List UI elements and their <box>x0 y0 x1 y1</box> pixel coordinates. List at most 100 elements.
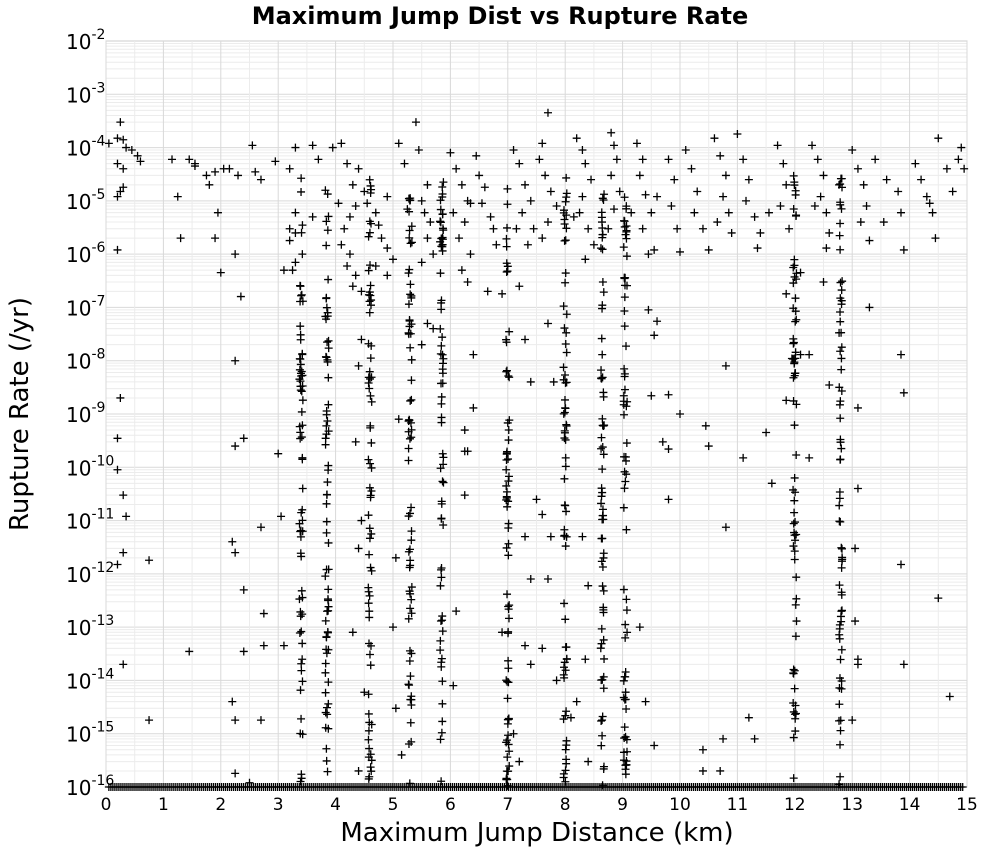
column-point <box>791 536 800 545</box>
column-point <box>597 366 606 375</box>
data-point <box>676 410 684 418</box>
data-point <box>541 171 550 180</box>
column-point <box>436 636 445 645</box>
column-point <box>503 677 512 686</box>
x-tick-label: 0 <box>101 795 112 815</box>
column-point <box>622 204 631 213</box>
column-point <box>562 507 571 516</box>
column-point <box>407 503 416 512</box>
column-point <box>437 242 446 251</box>
data-point <box>452 164 461 173</box>
column-point <box>835 231 844 240</box>
column-point <box>837 444 846 453</box>
column-point <box>366 421 375 430</box>
column-point <box>323 710 332 719</box>
data-point <box>925 199 934 208</box>
data-point <box>911 159 920 168</box>
column-point <box>324 606 333 615</box>
column-point <box>366 459 375 468</box>
column-point <box>791 714 800 723</box>
column-point <box>437 564 446 573</box>
column-point <box>503 502 512 511</box>
column-point <box>622 470 631 479</box>
data-point <box>357 287 366 296</box>
data-point <box>948 187 957 196</box>
data-point <box>543 108 552 117</box>
column-point <box>323 478 332 487</box>
column-point <box>791 369 800 378</box>
x-tick-label: 1 <box>158 795 169 815</box>
data-point <box>113 134 122 143</box>
column-point <box>835 383 844 392</box>
data-point <box>457 266 466 275</box>
column-point <box>504 551 513 560</box>
data-point <box>587 175 596 184</box>
data-point <box>742 196 751 205</box>
column-point <box>789 774 798 783</box>
data-point <box>256 175 265 184</box>
column-point <box>438 616 447 625</box>
data-point <box>538 139 547 148</box>
column-point <box>599 684 608 693</box>
data-point <box>291 258 300 267</box>
column-point <box>619 410 628 419</box>
data-point <box>466 199 475 208</box>
column-point <box>561 435 570 444</box>
column-point <box>792 400 801 409</box>
column-point <box>324 565 333 574</box>
data-point <box>291 208 300 217</box>
column-point <box>367 438 376 447</box>
data-point <box>116 187 125 196</box>
data-point <box>664 155 673 164</box>
data-point <box>767 479 776 488</box>
data-point <box>667 202 676 211</box>
y-tick-label: 10-9 <box>66 400 105 427</box>
data-point <box>612 155 621 164</box>
column-point <box>620 723 629 732</box>
data-point <box>808 141 817 150</box>
column-point <box>791 701 800 710</box>
column-point <box>597 433 606 442</box>
data-point <box>274 449 283 458</box>
data-point <box>673 224 682 233</box>
column-point <box>438 224 447 233</box>
column-point <box>835 700 844 709</box>
y-tick-label: 10-7 <box>66 293 105 320</box>
column-point <box>364 709 373 718</box>
column-point <box>504 605 513 614</box>
column-point <box>837 588 846 597</box>
column-point <box>296 777 305 786</box>
data-point <box>739 155 748 164</box>
column-point <box>404 614 413 623</box>
column-point <box>622 595 631 604</box>
data-point <box>271 157 280 166</box>
data-point <box>113 465 122 474</box>
data-point <box>145 716 154 725</box>
data-point <box>773 141 782 150</box>
data-point <box>776 202 785 211</box>
column-point <box>364 690 373 699</box>
column-point <box>295 628 304 637</box>
data-point <box>256 523 265 532</box>
column-point <box>836 245 845 254</box>
column-point <box>438 233 447 242</box>
data-point <box>334 199 343 208</box>
column-point <box>790 473 799 482</box>
column-point <box>321 659 330 668</box>
column-point <box>407 527 416 536</box>
column-point <box>406 604 415 613</box>
data-point <box>578 146 587 155</box>
column-point <box>562 707 571 716</box>
column-point <box>321 572 330 581</box>
column-point <box>597 624 606 633</box>
data-point <box>205 180 214 189</box>
data-point <box>357 335 366 344</box>
column-point <box>598 488 607 497</box>
column-point <box>836 200 845 209</box>
data-point <box>942 164 951 173</box>
column-point <box>561 278 570 287</box>
data-point <box>653 192 662 201</box>
data-point <box>526 196 535 205</box>
data-point <box>371 261 380 270</box>
column-point <box>598 350 607 359</box>
